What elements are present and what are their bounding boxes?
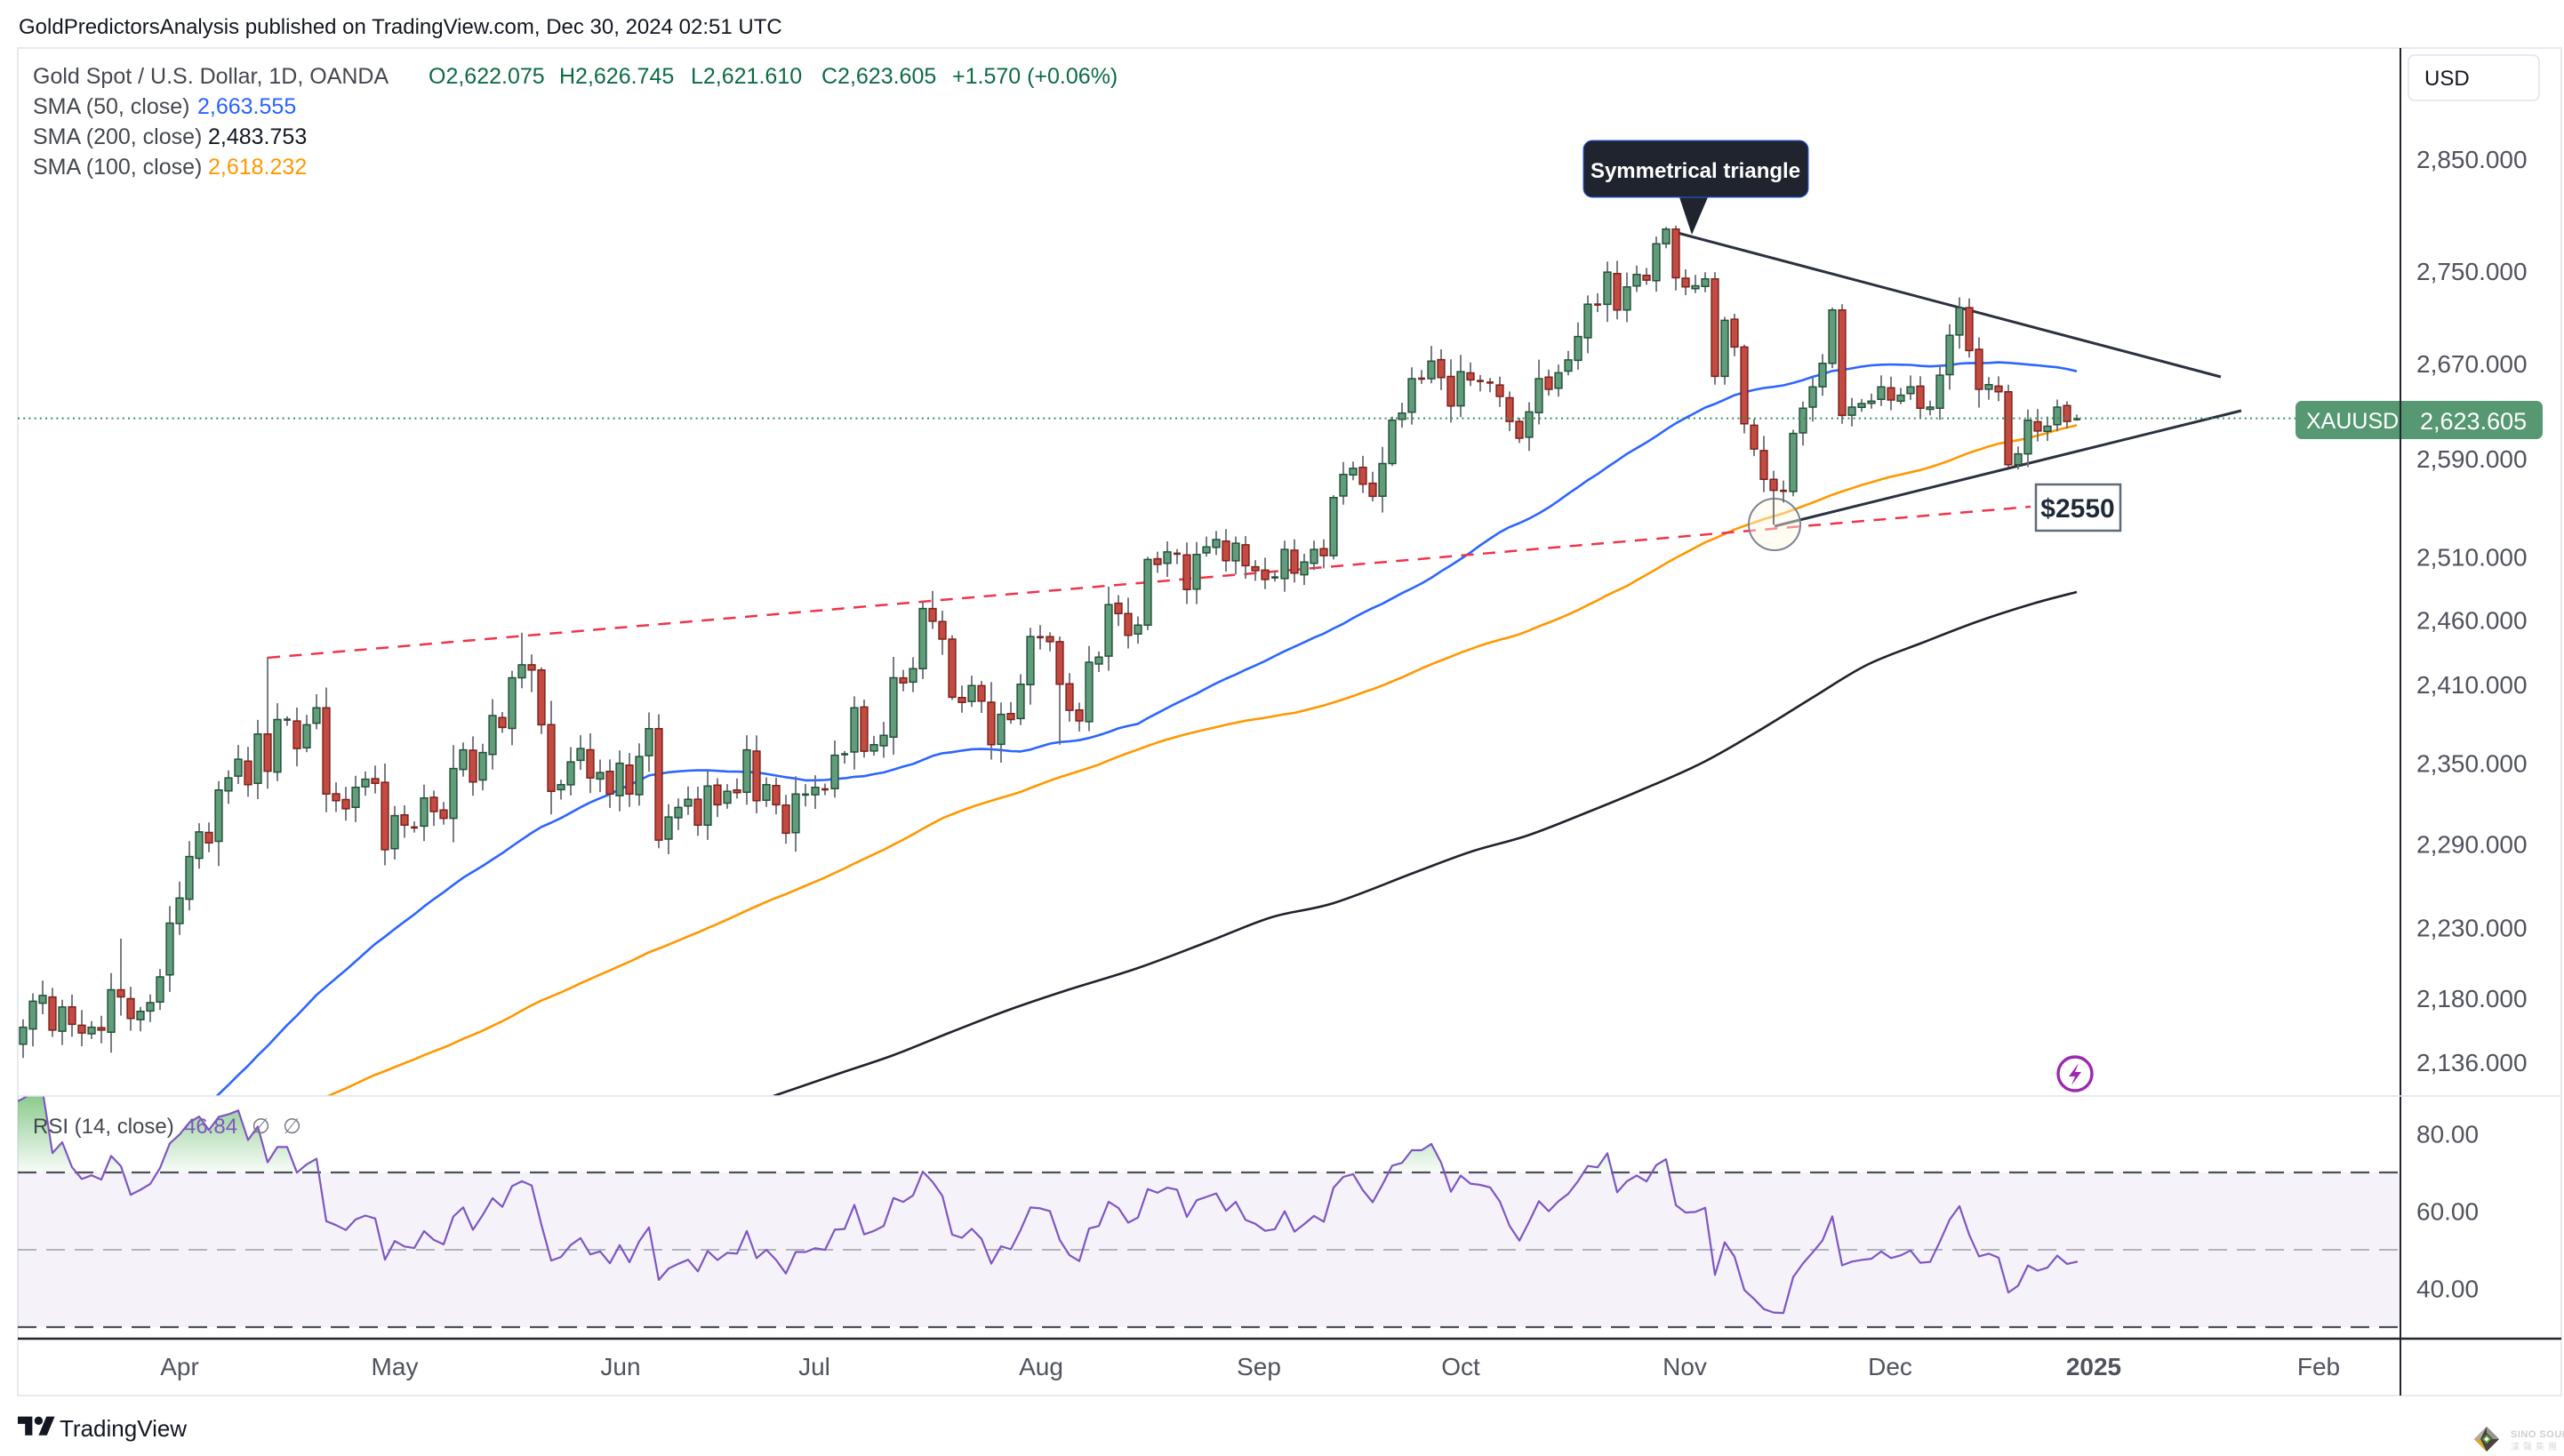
svg-text:Apr: Apr <box>160 1353 199 1380</box>
svg-text:Jul: Jul <box>798 1353 830 1380</box>
svg-text:Sep: Sep <box>1237 1353 1281 1380</box>
svg-text:2,670.000: 2,670.000 <box>2416 350 2528 378</box>
svg-text:SINO SOUND: SINO SOUND <box>2511 1429 2564 1440</box>
svg-text:2,850.000: 2,850.000 <box>2416 146 2528 173</box>
svg-text:2,623.605: 2,623.605 <box>2420 408 2527 435</box>
svg-text:40.00: 40.00 <box>2416 1276 2479 1303</box>
svg-text:46.84: 46.84 <box>184 1115 237 1139</box>
svg-text:GoldPredictorsAnalysis publish: GoldPredictorsAnalysis published on Trad… <box>19 15 782 39</box>
svg-text:80.00: 80.00 <box>2416 1121 2479 1148</box>
svg-text:Oct: Oct <box>1441 1353 1480 1380</box>
svg-text:TradingView: TradingView <box>60 1415 187 1442</box>
svg-text:2,460.000: 2,460.000 <box>2416 606 2528 634</box>
svg-text:Gold Spot / U.S. Dollar, 1D, O: Gold Spot / U.S. Dollar, 1D, OANDA <box>33 64 389 89</box>
svg-text:2,230.000: 2,230.000 <box>2416 914 2528 941</box>
svg-text:2,483.753: 2,483.753 <box>208 124 307 149</box>
svg-text:∅: ∅ <box>252 1115 270 1139</box>
svg-text:Symmetrical triangle: Symmetrical triangle <box>1590 159 1800 183</box>
svg-text:SMA (200, close): SMA (200, close) <box>33 124 202 149</box>
svg-text:2,180.000: 2,180.000 <box>2416 985 2528 1012</box>
svg-text:SMA (50, close): SMA (50, close) <box>33 94 189 119</box>
svg-text:∅: ∅ <box>283 1115 301 1139</box>
svg-text:60.00: 60.00 <box>2416 1198 2479 1226</box>
svg-text:SMA (100, close): SMA (100, close) <box>33 155 202 180</box>
svg-text:Nov: Nov <box>1663 1353 1707 1380</box>
svg-text:USD: USD <box>2424 67 2470 91</box>
svg-text:2,663.555: 2,663.555 <box>197 94 296 119</box>
svg-text:2,136.000: 2,136.000 <box>2416 1049 2528 1076</box>
svg-text:2025: 2025 <box>2066 1353 2121 1380</box>
svg-text:RSI (14, close): RSI (14, close) <box>33 1115 174 1139</box>
svg-text:Aug: Aug <box>1019 1353 1063 1380</box>
svg-text:$2550: $2550 <box>2040 494 2114 524</box>
svg-text:2,410.000: 2,410.000 <box>2416 671 2528 699</box>
svg-text:Feb: Feb <box>2297 1353 2340 1380</box>
svg-text:2,590.000: 2,590.000 <box>2416 445 2528 473</box>
svg-text:Jun: Jun <box>600 1353 640 1380</box>
svg-text:2,510.000: 2,510.000 <box>2416 544 2528 572</box>
svg-text:漢聲集團: 漢聲集團 <box>2511 1441 2560 1452</box>
svg-text:May: May <box>372 1353 419 1380</box>
svg-text:2,618.232: 2,618.232 <box>208 155 307 180</box>
svg-text:2,290.000: 2,290.000 <box>2416 831 2528 859</box>
svg-text:Dec: Dec <box>1868 1353 1912 1380</box>
svg-text:2,350.000: 2,350.000 <box>2416 750 2528 778</box>
svg-text:2,750.000: 2,750.000 <box>2416 258 2528 285</box>
svg-text:XAUUSD: XAUUSD <box>2306 409 2399 434</box>
